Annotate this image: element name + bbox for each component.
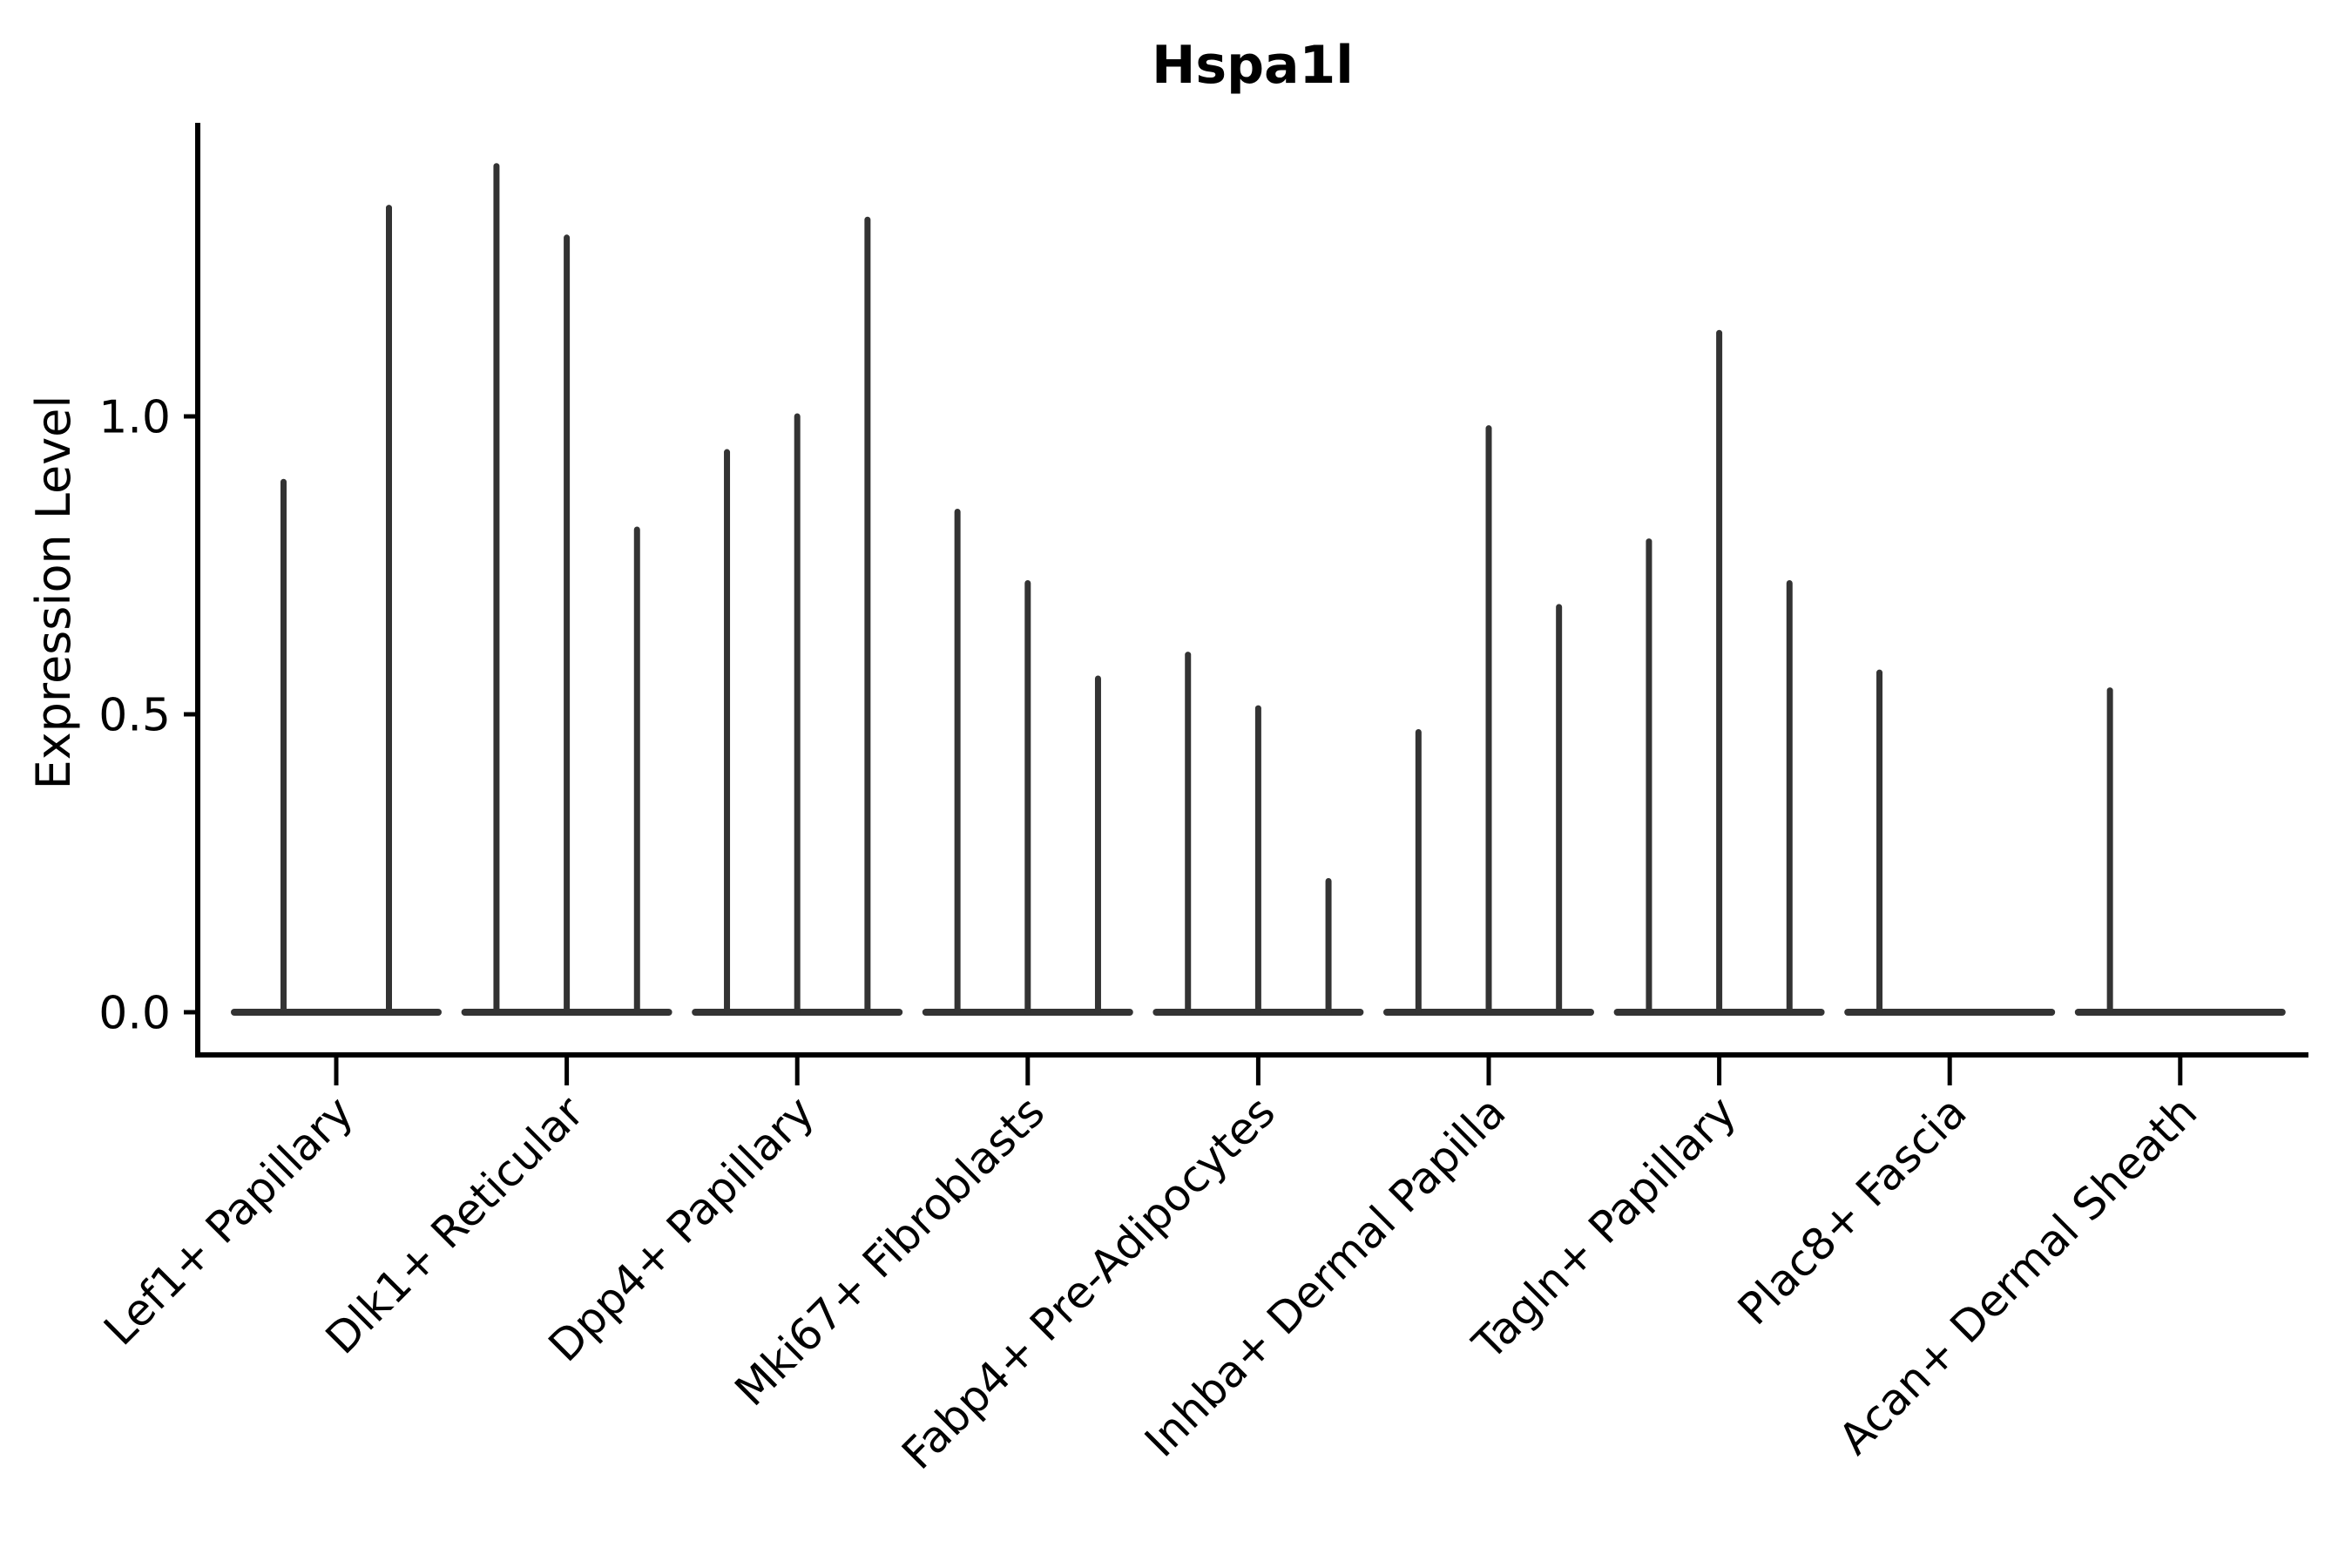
y-axis-label: Expression Level (26, 395, 81, 790)
violin-group (692, 216, 903, 1016)
y-axis-ticks: 0.0 0.5 1.0 (98, 392, 195, 1040)
violin-group (922, 508, 1133, 1016)
violin-group (1613, 329, 1825, 1016)
y-tick-label: 1.0 (98, 392, 171, 444)
violin-base (2074, 1009, 2286, 1016)
violin-group (1152, 652, 1364, 1016)
x-tick-label: Plac8+ Fascia (1728, 1086, 1977, 1335)
violin-base (1844, 1009, 2056, 1016)
x-tick-label: Lef1+ Papillary (94, 1086, 362, 1355)
violins (231, 163, 2286, 1016)
violin-group (1383, 425, 1594, 1016)
violin-group (231, 205, 442, 1016)
y-tick-label: 0.0 (98, 988, 171, 1040)
violin-group (1844, 669, 2056, 1016)
chart-title: Hspa1l (1152, 35, 1354, 96)
axes (195, 123, 2308, 1058)
violin-group (2074, 687, 2286, 1016)
violin-group (461, 163, 672, 1016)
violin-base (231, 1009, 442, 1016)
x-tick-label: Fabp4+ Pre-Adipocytes (892, 1086, 1285, 1479)
y-tick-label: 0.5 (98, 690, 171, 742)
